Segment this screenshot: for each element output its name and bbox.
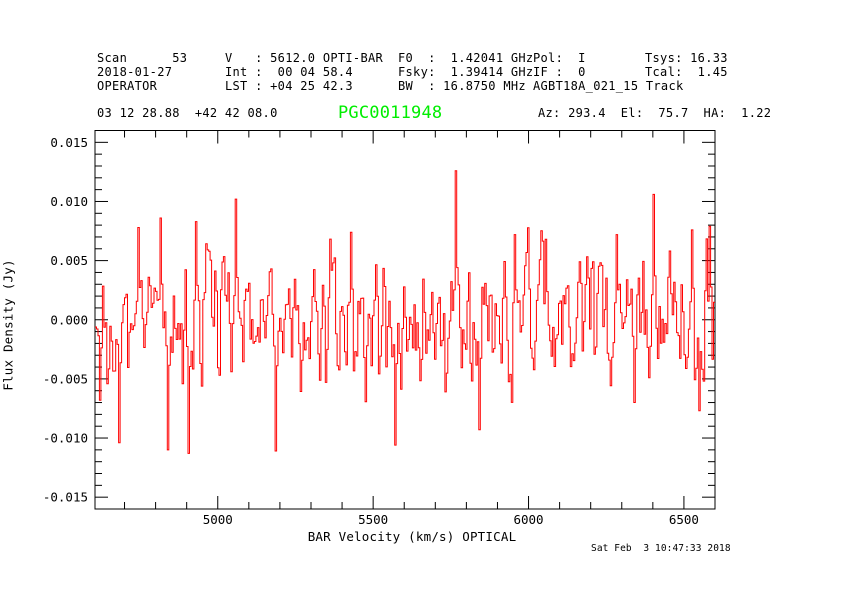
x-tick-label: 5500 [358, 512, 388, 527]
x-tick-label: 6000 [513, 512, 543, 527]
spectrum-trace [95, 170, 715, 454]
y-tick-label: 0.000 [50, 312, 88, 327]
pol-field: Pol: I [533, 51, 586, 65]
y-tick-label: -0.015 [43, 490, 88, 505]
az-el-ha-field: Az: 293.4 El: 75.7 HA: 1.22 [538, 106, 772, 120]
date-field: 2018-01-27 [97, 65, 173, 79]
y-axis-title: Flux Density (Jy) [0, 259, 16, 391]
x-axis-title: BAR Velocity (km/s) OPTICAL [307, 529, 517, 544]
lst-field: LST : +04 25 42.3 [225, 79, 353, 93]
x-tick-label: 6500 [669, 512, 699, 527]
project-field: AGBT18A_021_15 Track [533, 79, 684, 93]
y-tick-label: -0.005 [43, 371, 88, 386]
y-tick-label: 0.010 [50, 194, 88, 209]
plot-timestamp: Sat Feb 3 10:47:33 2018 [591, 543, 731, 554]
observer-field: OPERATOR [97, 79, 158, 93]
velocity-field: V : 5612.0 OPTI-BAR [225, 51, 384, 65]
fsky-field: Fsky: 1.39414 GHz [398, 65, 534, 79]
int-time-field: Int : 00 04 58.4 [225, 65, 353, 79]
source-name-title: PGC0011948 [338, 103, 443, 123]
if-field: IF : 0 [533, 65, 586, 79]
x-tick-label: 5000 [203, 512, 233, 527]
tsys-field: Tsys: 16.33 [645, 51, 728, 65]
y-tick-label: 0.005 [50, 253, 88, 268]
y-tick-label: -0.010 [43, 431, 88, 446]
f0-field: F0 : 1.42041 GHz [398, 51, 534, 65]
bw-field: BW : 16.8750 MHz [398, 79, 526, 93]
tcal-field: Tcal: 1.45 [645, 65, 728, 79]
radec-coordinates: 03 12 28.88 +42 42 08.0 [97, 106, 278, 120]
scan-field: Scan 53 [97, 51, 188, 65]
y-tick-label: 0.015 [50, 135, 88, 150]
